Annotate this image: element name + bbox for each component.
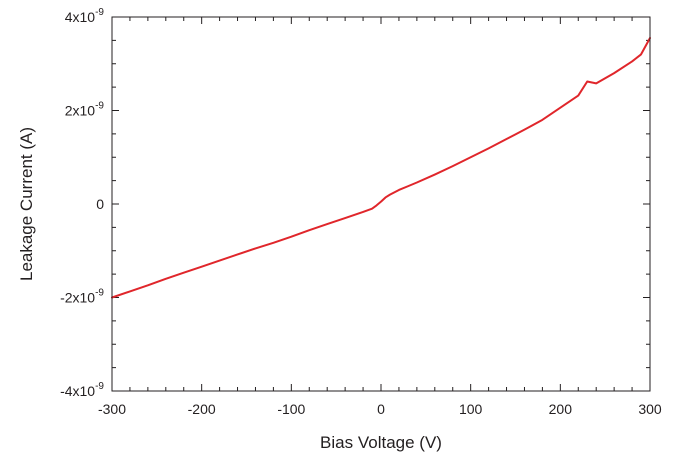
- y-tick-label: 0: [96, 196, 104, 212]
- x-tick-label: -100: [277, 401, 305, 417]
- y-tick-label: 2x10-9: [65, 101, 105, 119]
- tick-labels: -300 -200 -100 0 100 200 300 -4x10-9 -2x10-9 0 2x1…: [60, 7, 662, 417]
- y-tick-label: -4x10-9: [60, 381, 104, 399]
- x-tick-label: 300: [638, 401, 662, 417]
- x-tick-label: 0: [377, 401, 385, 417]
- plot-frame: [111, 16, 651, 392]
- x-tick-label: 200: [549, 401, 573, 417]
- y-tick-label: -2x10-9: [60, 288, 104, 306]
- x-tick-label: -200: [188, 401, 216, 417]
- y-tick-label: 4x10-9: [65, 7, 105, 25]
- series-layer: [111, 37, 651, 299]
- axis-ticks: [111, 16, 651, 392]
- x-tick-label: 100: [459, 401, 483, 417]
- x-axis-title: Bias Voltage (V): [320, 433, 442, 452]
- x-tick-label: -300: [98, 401, 126, 417]
- series-line-1: [111, 37, 651, 299]
- y-axis-title: Leakage Current (A): [17, 127, 36, 281]
